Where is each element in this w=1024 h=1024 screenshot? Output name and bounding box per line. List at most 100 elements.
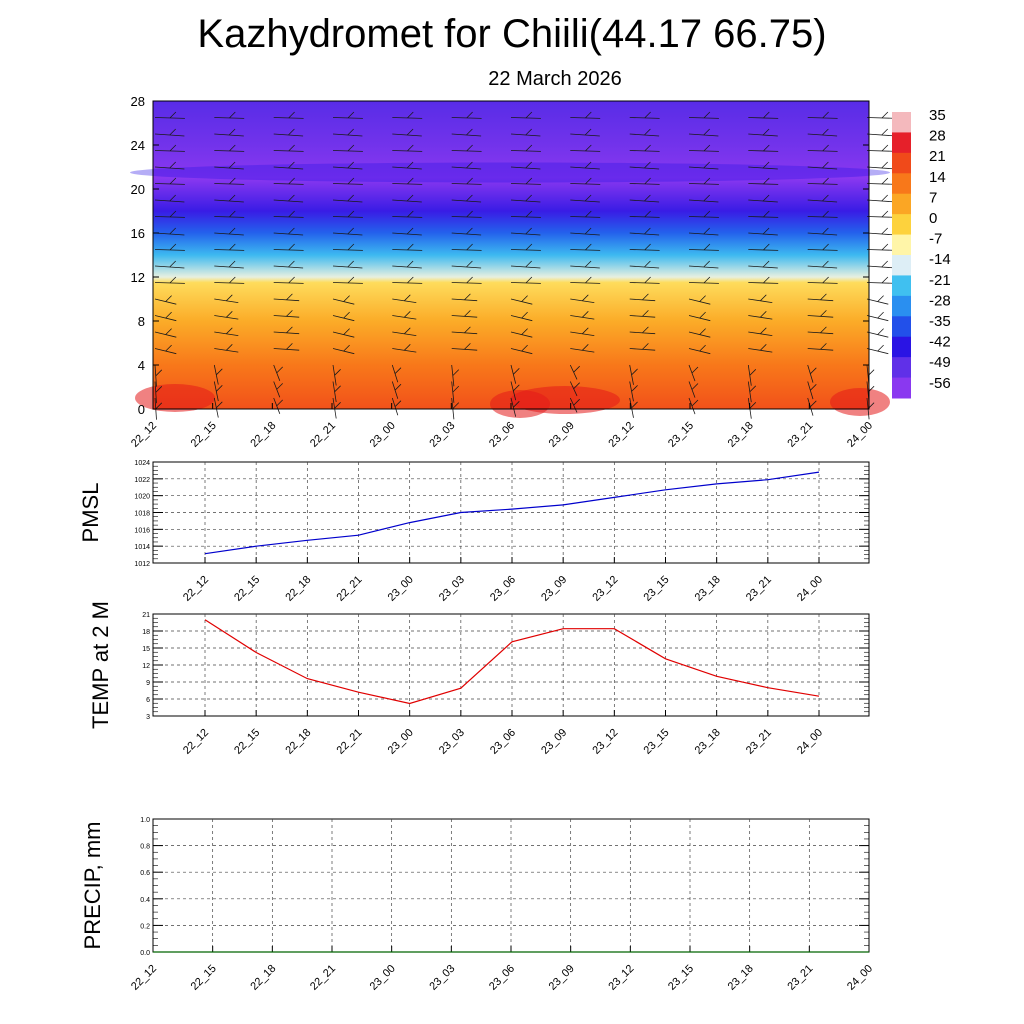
wind-barb — [688, 276, 719, 284]
wind-barb — [332, 128, 363, 137]
wind-barb — [391, 397, 402, 416]
x-tick-label: 23_15 — [666, 963, 696, 993]
wind-barb — [451, 364, 460, 387]
wind-barb — [510, 295, 533, 305]
colorbar-swatch — [892, 336, 911, 358]
colorbar: 35 28 21 14 7 0 -7 -14 -21 -28 -35 -42 -49 -56 — [892, 107, 951, 399]
wind-barb — [392, 327, 417, 336]
wind-barb — [273, 326, 300, 335]
wind-barb — [688, 328, 711, 338]
x-tick-label: 23_12 — [590, 727, 620, 757]
wind-barb — [392, 210, 423, 218]
warm-cell — [135, 384, 215, 412]
wind-barb — [214, 128, 244, 137]
wind-barb — [748, 311, 773, 320]
x-tick-label: 23_21 — [785, 420, 815, 450]
wind-barb — [748, 243, 779, 251]
colorbar-swatch — [892, 275, 911, 297]
y-tick-label: 28 — [131, 94, 145, 109]
wind-barb — [214, 210, 245, 218]
wind-barb — [748, 210, 779, 218]
x-tick-label: 22_21 — [308, 963, 338, 993]
y-axis-title: PMSL — [78, 483, 103, 543]
wind-barb — [688, 194, 719, 203]
cold-core — [130, 162, 890, 183]
x-tick-label: 22_15 — [232, 574, 262, 604]
wind-barb — [214, 311, 239, 320]
wind-barb — [451, 343, 478, 351]
wind-barb — [392, 227, 422, 236]
wind-barb — [629, 111, 660, 119]
wind-barb — [154, 344, 177, 355]
wind-barb — [332, 397, 341, 419]
wind-barb — [332, 111, 363, 119]
y-tick-label: 12 — [131, 270, 145, 285]
x-tick-label: 22_15 — [232, 727, 262, 757]
wind-barb — [570, 210, 601, 218]
wind-barb — [392, 194, 422, 203]
y-tick-label: 0.2 — [140, 923, 150, 930]
wind-barb — [273, 161, 304, 170]
wind-barb — [629, 161, 660, 170]
x-tick-label: 24_00 — [795, 727, 825, 757]
wind-barb — [748, 111, 779, 119]
wind-barb — [214, 260, 244, 269]
x-tick-label: 22_12 — [181, 574, 211, 604]
x-tick-label: 22_12 — [129, 963, 159, 993]
wind-barb — [273, 210, 304, 218]
wind-barb — [510, 311, 533, 322]
wind-barb — [332, 194, 363, 203]
colorbar-swatch — [892, 295, 911, 317]
wind-barb — [273, 111, 304, 119]
warm-cell — [490, 390, 550, 418]
wind-barb — [807, 343, 834, 351]
x-tick-label: 23_06 — [488, 727, 518, 757]
wind-barb — [807, 161, 838, 170]
y-tick-label: 18 — [142, 629, 150, 636]
y-tick-label: 16 — [131, 226, 145, 241]
x-tick-label: 23_09 — [547, 420, 577, 450]
wind-barb — [570, 194, 600, 203]
colorbar-swatch — [892, 316, 911, 338]
wind-barb — [807, 243, 838, 251]
wind-barb — [391, 381, 402, 399]
wind-barb — [214, 327, 239, 336]
wind-barb — [866, 161, 897, 170]
wind-barb — [866, 328, 889, 338]
wind-barb — [748, 144, 779, 152]
x-tick-label: 23_03 — [427, 420, 457, 450]
wind-barb — [866, 194, 897, 203]
wind-barb — [688, 227, 719, 236]
wind-barb — [214, 243, 245, 251]
chart-title: Kazhydromet for Chiili(44.17 66.75) — [197, 12, 827, 56]
wind-barb — [510, 344, 533, 355]
pmsl-panel: 1012 1014 1016 1018 1020 1022 1024 22_12 22_15 22… — [78, 460, 870, 604]
wind-barb — [332, 260, 363, 269]
colorbar-label: -49 — [929, 354, 951, 371]
wind-barb — [748, 344, 773, 353]
x-tick-label: 23_09 — [539, 727, 569, 757]
wind-barb — [154, 194, 185, 203]
wind-barb — [510, 276, 541, 284]
wind-barb — [570, 327, 595, 336]
wind-barb — [273, 227, 304, 236]
x-tick-label: 23_06 — [488, 574, 518, 604]
x-tick-label: 23_18 — [693, 727, 723, 757]
wind-barb — [807, 381, 817, 400]
wind-barb — [570, 177, 601, 185]
wind-barb — [747, 381, 757, 403]
wind-barb — [570, 243, 601, 251]
wind-barb — [332, 276, 363, 284]
wind-barb — [570, 344, 595, 353]
wind-barb — [807, 260, 838, 269]
wind-barb — [688, 161, 719, 170]
wind-barb — [510, 161, 541, 170]
y-tick-label: 0 — [138, 402, 145, 417]
wind-barb — [510, 227, 541, 236]
y-tick-label: 20 — [131, 182, 145, 197]
colorbar-label: 28 — [929, 128, 946, 145]
wind-barb — [510, 128, 541, 137]
wind-barb — [688, 381, 699, 398]
wind-barb — [213, 364, 223, 385]
